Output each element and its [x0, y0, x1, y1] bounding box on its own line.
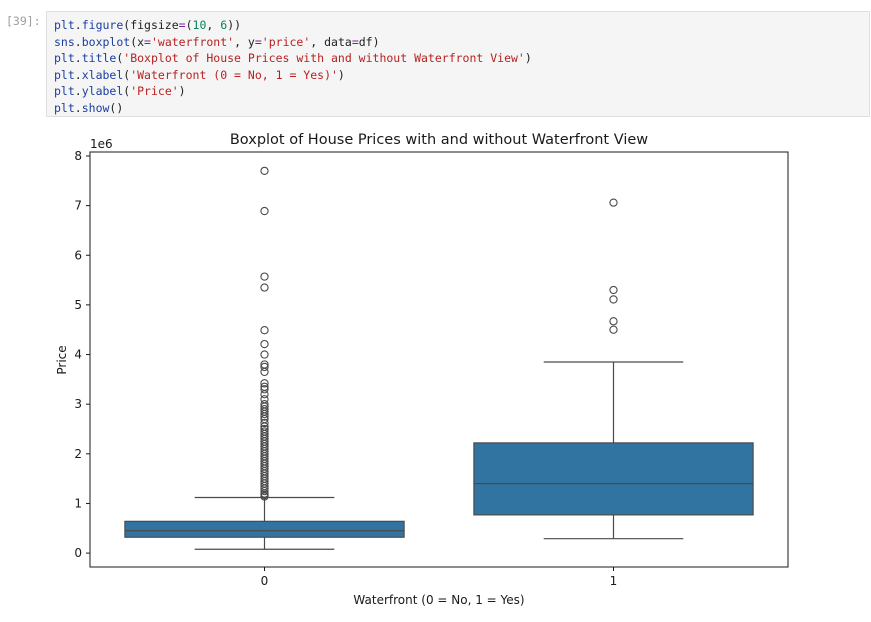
code-token: 'Price' [130, 84, 179, 98]
y-tick-label: 0 [74, 546, 82, 560]
outlier-point [260, 412, 269, 421]
iqr-box [473, 442, 754, 516]
code-token: plt [54, 84, 75, 98]
code-token: (x [130, 34, 145, 49]
code-line: plt.figure(figsize=(10, 6)) [54, 17, 241, 34]
code-token: 'Waterfront (0 = No, 1 = Yes)' [130, 67, 338, 82]
outlier-point [609, 317, 618, 326]
code-token: figure [81, 18, 124, 32]
code-token: ) [524, 51, 532, 65]
code-token: , data [310, 34, 352, 49]
code-line: plt.title('Boxplot of House Prices with … [54, 50, 532, 67]
outlier-point [260, 166, 269, 176]
box-group-0 [124, 166, 405, 550]
code-token: . [74, 67, 82, 82]
code-token: 6 [220, 18, 228, 32]
code-line: plt.xlabel('Waterfront (0 = No, 1 = Yes)… [54, 67, 345, 84]
code-token: ) [337, 67, 345, 82]
boxplot-chart: Boxplot of House Prices with and without… [55, 132, 789, 607]
code-token: ( [185, 18, 193, 32]
outlier-point [260, 379, 269, 388]
code-token: . [74, 51, 82, 65]
code-token: = [254, 34, 262, 49]
code-token: . [74, 34, 82, 49]
code-token: ylabel [81, 84, 124, 98]
code-token: 'price' [261, 34, 311, 49]
outlier-point [609, 295, 618, 304]
code-token: . [74, 18, 82, 32]
y-tick-label: 3 [74, 397, 82, 411]
outlier-point [260, 326, 269, 335]
x-axis-label: Waterfront (0 = No, 1 = Yes) [353, 593, 524, 607]
x-tick-label: 1 [610, 574, 618, 588]
code-token: = [144, 34, 151, 49]
code-token: 10 [192, 18, 207, 32]
y-tick-label: 6 [74, 248, 82, 262]
y-tick-label: 1 [74, 496, 82, 510]
code-token: 'Boxplot of House Prices with and withou… [123, 51, 525, 65]
code-token: , [206, 18, 221, 32]
chart-title: Boxplot of House Prices with and without… [230, 132, 648, 148]
outlier-point [260, 206, 269, 216]
code-token: plt [54, 18, 75, 32]
outlier-point [260, 486, 269, 496]
code-line: plt.show() [54, 100, 123, 117]
outlier-point [609, 285, 618, 295]
code-token: . [74, 100, 82, 115]
code-token: xlabel [81, 67, 124, 82]
code-token: plt [54, 67, 75, 82]
code-token: ( [123, 84, 131, 98]
outlier-point [260, 283, 269, 292]
code-token: df) [358, 34, 380, 49]
code-token: 'waterfront' [150, 34, 235, 49]
code-token: plt [54, 100, 75, 115]
code-token: () [109, 100, 124, 115]
y-tick-label: 4 [74, 348, 82, 362]
y-axis-label: Price [55, 345, 69, 374]
outlier-point [260, 385, 269, 394]
y-tick-label: 8 [74, 149, 82, 163]
code-line: plt.ylabel('Price') [54, 83, 186, 100]
code-token: ( [116, 51, 124, 65]
box-group-1 [473, 198, 754, 540]
code-token: )) [227, 18, 242, 32]
outlier-point [260, 367, 269, 377]
code-line: sns.boxplot(x='waterfront', y='price', d… [54, 34, 380, 51]
code-editor[interactable]: plt.figure(figsize=(10, 6)) sns.boxplot(x… [46, 11, 870, 117]
code-token: ( [123, 67, 131, 82]
outlier-point [260, 390, 269, 399]
y-tick-label: 7 [74, 199, 82, 213]
outlier-point [609, 198, 618, 207]
code-token: . [74, 84, 82, 98]
code-token: sns [54, 34, 75, 49]
outlier-point [260, 484, 269, 493]
code-token: boxplot [81, 34, 131, 49]
outlier-point [260, 492, 269, 501]
code-token: ) [178, 84, 186, 98]
outlier-point [260, 418, 269, 428]
cell-output: Boxplot of House Prices with and without… [0, 120, 871, 618]
outlier-point [260, 362, 269, 372]
outlier-point [260, 350, 269, 359]
code-token: plt [54, 51, 75, 65]
axes-frame [89, 151, 789, 568]
plot-area [124, 166, 754, 550]
code-token: (figsize [123, 18, 179, 32]
outlier-point [260, 272, 269, 281]
outlier-point [260, 339, 269, 349]
code-token: title [81, 51, 117, 65]
y-offset-label: 1e6 [90, 137, 113, 151]
code-token: show [81, 100, 110, 115]
code-token: , y [234, 34, 255, 49]
y-tick-label: 5 [74, 298, 82, 312]
x-tick-label: 0 [261, 574, 269, 588]
outlier-point [260, 409, 269, 419]
outlier-point [609, 325, 618, 334]
code-token: = [178, 18, 186, 32]
y-tick-label: 2 [74, 447, 82, 461]
code-token: = [351, 34, 359, 49]
iqr-box [124, 520, 405, 538]
execution-count: [39]: [6, 14, 41, 28]
